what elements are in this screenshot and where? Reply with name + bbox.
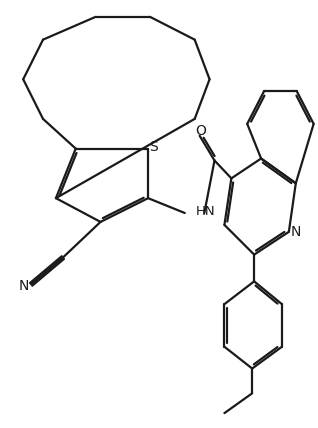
Text: N: N [19,279,29,293]
Text: N: N [291,225,301,239]
Text: HN: HN [196,205,215,218]
Text: O: O [195,124,206,138]
Text: S: S [149,140,158,154]
